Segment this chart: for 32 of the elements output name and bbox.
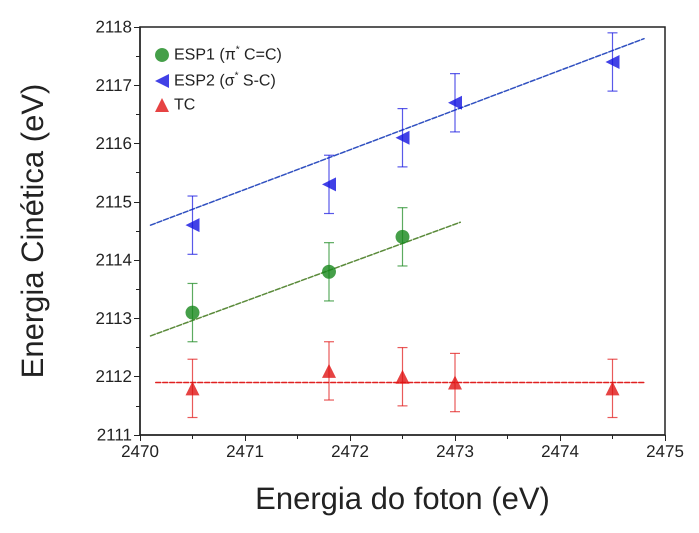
point [322,264,336,279]
x-tick-label: 2473 [436,442,474,461]
point [396,130,410,145]
x-tick-label: 2475 [646,442,684,461]
point [606,381,620,396]
x-tick-label: 2472 [331,442,369,461]
point [186,381,200,396]
y-tick-label: 2118 [95,18,132,36]
legend-label: TC [174,96,196,114]
x-tick-label: 2470 [121,442,159,461]
point [606,54,620,69]
point [186,306,200,320]
point [448,96,462,110]
y-tick-label: 2117 [95,76,132,95]
y-tick-label: 2116 [95,134,132,154]
legend-label: ESP2 (σ* S-C) [174,70,276,90]
point [322,177,336,192]
point [322,364,336,378]
point [186,218,200,232]
y-tick-label: 2115 [95,192,132,212]
point [396,370,410,384]
point [448,376,462,390]
y-tick-label: 2112 [95,367,132,386]
legend-label: ESP1 (π* C=C) [174,44,282,64]
point [396,230,410,244]
y-tick-label: 2111 [96,426,132,444]
x-tick-label: 2471 [226,442,264,461]
x-tick-label: 2474 [541,442,579,461]
x-axis-title: Energia do foton (eV) [255,481,550,516]
y-tick-label: 2113 [95,308,132,328]
y-tick-label: 2114 [95,250,132,270]
y-axis-title: Energia Cinética (eV) [15,84,50,378]
